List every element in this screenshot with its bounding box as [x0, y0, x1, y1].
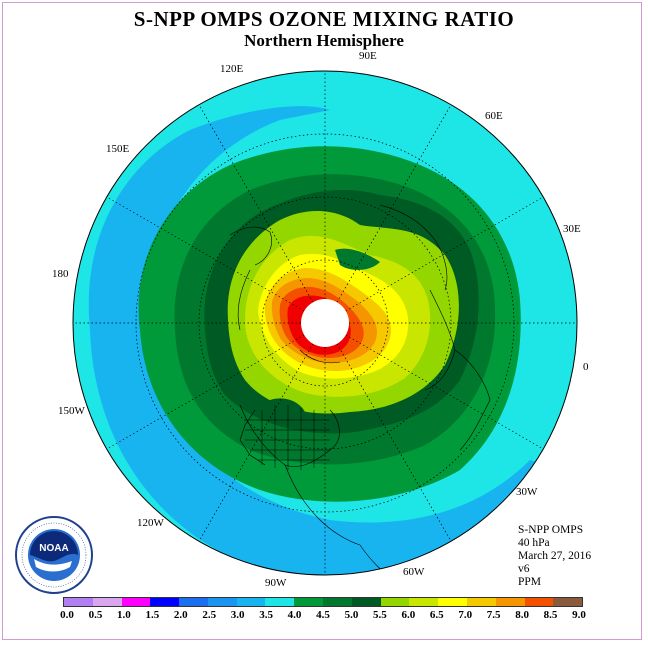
colorbar-tick-label: 5.0 [344, 609, 359, 621]
lon-label-90w: 90W [265, 577, 287, 589]
map-boundary [72, 70, 578, 576]
info-level: 40 hPa [518, 537, 550, 549]
land-grid [245, 405, 330, 470]
colorbar-swatch [438, 598, 467, 606]
lon-label-120w: 120W [137, 517, 164, 529]
field-4.5-island [335, 248, 380, 270]
noaa-logo-text: NOAA [39, 543, 68, 554]
colorbar-swatch [236, 598, 266, 606]
lon-label-180: 180 [52, 268, 69, 280]
lon-label-150e: 150E [106, 143, 130, 155]
colorbar-tick-label: 6.0 [401, 609, 416, 621]
colorbar-tick-label: 0.0 [60, 609, 74, 621]
map-title: S-NPP OMPS OZONE MIXING RATIO [133, 7, 515, 31]
lon-label-90e: 90E [359, 50, 377, 62]
polar-data-gap [301, 299, 349, 347]
colorbar-swatch [265, 598, 295, 606]
colorbar-tick-label: 8.0 [515, 609, 529, 621]
colorbar-tick-label: 6.5 [429, 609, 444, 621]
colorbar-swatch [150, 598, 180, 606]
colorbar-tick-label: 5.5 [373, 609, 387, 621]
colorbar [63, 597, 583, 607]
colorbar-tick-label: 7.5 [486, 609, 501, 621]
colorbar-swatch [495, 598, 525, 606]
lon-label-60e: 60E [485, 110, 503, 122]
colorbar-tick-label: 0.5 [88, 609, 103, 621]
colorbar-swatch [351, 598, 381, 606]
info-instrument: S-NPP OMPS [518, 524, 584, 536]
colorbar-tick-label: 2.0 [173, 609, 188, 621]
colorbar-swatch [92, 598, 122, 606]
info-units: PPM [518, 576, 542, 588]
colorbar-swatch [179, 598, 208, 606]
lon-label-60w: 60W [403, 566, 425, 578]
colorbar-swatch [207, 598, 237, 606]
colorbar-swatch [380, 598, 410, 606]
colorbar-swatch [409, 598, 439, 606]
colorbar-tick-label: 3.0 [230, 609, 245, 621]
colorbar-swatch [323, 598, 352, 606]
lon-label-120e: 120E [220, 63, 244, 75]
figure-frame [2, 2, 642, 640]
lon-label-30w: 30W [516, 486, 538, 498]
colorbar-swatch [294, 598, 324, 606]
colorbar-tick-label: 8.5 [543, 609, 558, 621]
colorbar-tick-label: 3.5 [259, 609, 273, 621]
colorbar-tick-label: 4.0 [287, 609, 302, 621]
graticule [73, 71, 577, 575]
colorbar-tick-label: 1.0 [117, 609, 131, 621]
colorbar-tick-label: 9.0 [572, 609, 586, 621]
colorbar-tick-label: 7.0 [458, 609, 473, 621]
info-block: S-NPP OMPS 40 hPa March 27, 2016 v6 PPM [518, 524, 591, 589]
noaa-logo: NOAA [15, 516, 93, 594]
colorbar-swatch [524, 598, 554, 606]
colorbar-swatch [553, 598, 583, 606]
colorbar-tick-label: 1.5 [145, 609, 160, 621]
colorbar-tick-label: 2.5 [202, 609, 217, 621]
colorbar-swatch [64, 598, 93, 606]
lon-label-150w: 150W [58, 405, 85, 417]
colorbar-tick-label: 4.5 [316, 609, 330, 621]
info-version: v6 [518, 563, 530, 575]
colorbar-swatch [121, 598, 151, 606]
lon-label-30e: 30E [563, 223, 581, 235]
field-3.0 [88, 106, 560, 575]
map-subtitle: Northern Hemisphere [244, 31, 404, 50]
colorbar-swatch [466, 598, 496, 606]
info-date: March 27, 2016 [518, 550, 592, 562]
lon-label-0: 0 [583, 361, 589, 373]
